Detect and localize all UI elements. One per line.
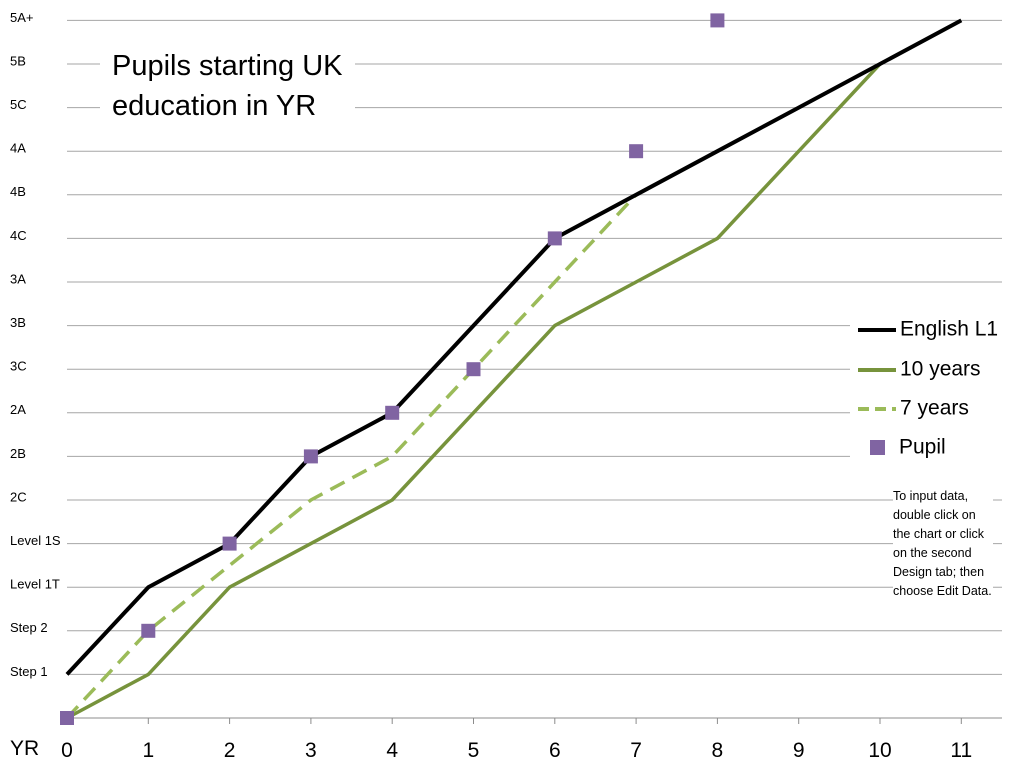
- y-tick-label: 5A+: [10, 10, 34, 25]
- y-tick-label: Level 1T: [10, 577, 60, 592]
- x-tick-label: 7: [630, 739, 642, 762]
- pupil-point: [629, 144, 644, 159]
- legend-label-10-years: 10 years: [900, 358, 981, 381]
- pupil-point: [60, 711, 74, 725]
- x-tick-label: 2: [224, 739, 236, 762]
- x-tick-label: 1: [142, 739, 154, 762]
- legend-label-english-l1: English L1: [900, 318, 998, 341]
- x-tick-label: 8: [712, 739, 724, 762]
- legend-label-7-years: 7 years: [900, 397, 969, 420]
- pupil-point: [222, 536, 237, 551]
- pupil-point: [466, 362, 481, 377]
- pupil-point: [303, 449, 318, 464]
- grid-lines: [67, 19, 1002, 675]
- x-tick-label: 4: [386, 739, 398, 762]
- legend: English L1 10 years 7 years Pupil: [850, 308, 1010, 468]
- y-tick-label: Level 1S: [10, 533, 61, 548]
- edit-data-note: To input data, double click on the chart…: [893, 487, 993, 601]
- y-tick-label: 3B: [10, 315, 26, 330]
- y-tick-label: 3C: [10, 359, 27, 374]
- x-tick-label: 0: [61, 739, 73, 762]
- y-tick-label: 5C: [10, 97, 27, 112]
- series-line-7-years: [65, 193, 638, 720]
- y-tick-label: 5B: [10, 53, 26, 68]
- legend-swatch-pupil: [870, 440, 885, 455]
- series-line-english-l1: [65, 18, 963, 676]
- pupil-point: [710, 13, 725, 28]
- y-tick-label: Step 1: [10, 664, 48, 679]
- y-tick-label: 2A: [10, 402, 26, 417]
- pupil-point: [385, 405, 400, 420]
- chart-title: Pupils starting UK education in YR: [100, 44, 355, 130]
- x-lead-label: YR: [10, 737, 39, 760]
- x-tick-label: 9: [793, 739, 805, 762]
- pupil-point: [141, 623, 156, 638]
- x-tick-label: 11: [950, 739, 972, 762]
- y-tick-label: 4A: [10, 141, 26, 156]
- x-axis-tick-labels: YR 0 1 2 3 4 5 6 7 8 9 10 11: [10, 737, 972, 762]
- chart-title-line-1: Pupils starting UK: [112, 50, 343, 82]
- series-line-10-years: [66, 62, 882, 720]
- y-tick-label: Step 2: [10, 620, 48, 635]
- series-group: [60, 13, 963, 725]
- y-tick-label: 3A: [10, 271, 26, 286]
- x-tick-label: 6: [549, 739, 561, 762]
- x-axis: [66, 717, 1002, 724]
- x-tick-label: 10: [868, 739, 891, 762]
- y-tick-label: 4B: [10, 184, 26, 199]
- x-tick-label: 3: [305, 739, 317, 762]
- y-tick-label: 2C: [10, 489, 27, 504]
- x-tick-label: 5: [468, 739, 480, 762]
- y-tick-label: 4C: [10, 228, 27, 243]
- y-axis-tick-labels: Step 1 Step 2 Level 1T Level 1S 2C 2B 2A 3C 3B 3A…: [10, 10, 61, 679]
- pupil-point: [547, 231, 562, 246]
- legend-label-pupil: Pupil: [899, 436, 946, 459]
- y-tick-label: 2B: [10, 446, 26, 461]
- chart-title-line-2: education in YR: [112, 90, 317, 122]
